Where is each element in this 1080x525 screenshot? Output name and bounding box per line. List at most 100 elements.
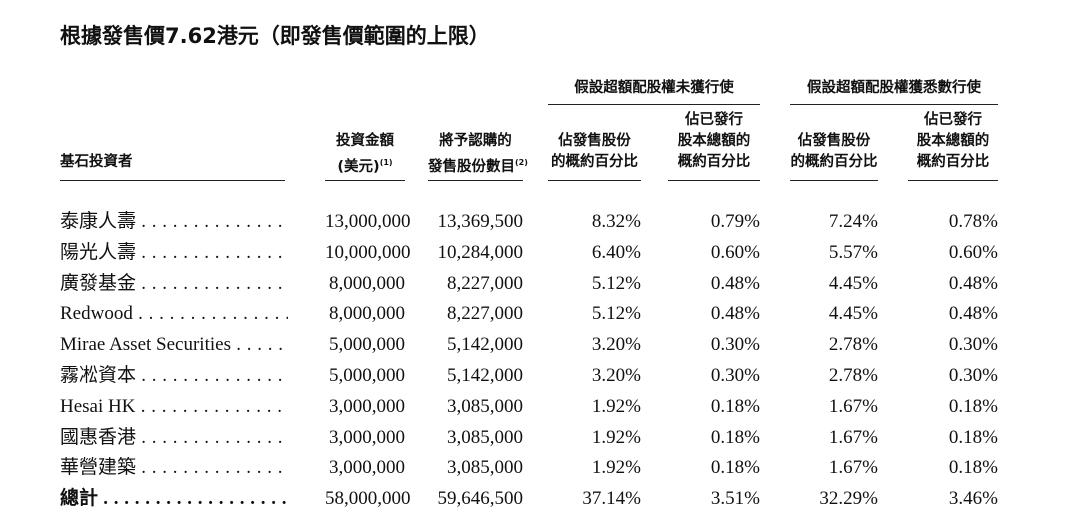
cell-value: 3,085,000 [447,457,523,479]
cell-value: 0.30% [948,365,998,386]
column-header: (美元)(1) [325,152,405,178]
cell-value: 5,142,000 [447,365,523,386]
cell-value: 32.29% [819,488,878,510]
header-rule [790,180,878,181]
cell-value: 8,227,000 [447,303,523,325]
cell-value: 5.57% [828,241,878,263]
cell-value: 1.67% [828,457,878,479]
header-rule [548,180,641,181]
column-header: 的概約百分比 [548,152,641,173]
cell-value: 4.45% [828,303,878,325]
cell-value: 13,000,000 [325,211,411,232]
cell-value: 3,085,000 [447,395,523,417]
header-text: 佔已發行 [924,112,982,128]
header-text: 佔發售股份 [797,133,871,149]
cell-value: 0.48% [710,303,760,325]
column-header: 將予認購的 [428,131,523,152]
cell-value: 8,000,000 [329,272,405,294]
cell-value: 3,000,000 [329,426,405,448]
row-label: Hesai HK [60,395,288,419]
cell-value: 0.60% [710,241,760,263]
header-rule [908,180,998,181]
column-header: 基石投資者 [60,152,285,173]
column-header: 佔已發行 [908,110,998,131]
cell-value: 0.79% [710,211,760,232]
cell-value: 58,000,000 [325,488,411,510]
header-text: 佔發售股份 [558,133,631,149]
cell-value: 37.14% [582,488,641,510]
cell-value: 7.24% [828,211,878,232]
cell-value: 3,000,000 [329,395,405,417]
cell-value: 0.18% [710,457,760,479]
cell-value: 8,227,000 [447,272,523,294]
cell-value: 0.30% [948,334,998,356]
column-header: 佔發售股份 [548,131,641,152]
header-text: 將予認購的 [439,133,512,149]
cell-value: 0.48% [948,303,998,325]
header-text: (美元) [337,158,380,175]
cell-value: 5.12% [591,272,641,294]
cell-value: 10,000,000 [325,241,411,263]
row-label: Mirae Asset Securities [60,333,288,357]
row-label: 霧凇資本 [60,364,288,388]
cell-value: 0.78% [948,211,998,232]
cell-value: 0.30% [710,334,760,356]
cell-value: 2.78% [828,365,878,386]
column-header: 佔發售股份 [790,131,878,152]
group-header: 假設超額配股權獲悉數行使 [807,80,981,96]
cell-value: 5,000,000 [329,334,405,356]
header-rule [60,180,285,181]
footnote-ref: (2) [515,158,528,167]
header-text: 基石投資者 [60,154,133,170]
title: 根據發售價7.62港元（即發售價範圍的上限） [60,24,490,48]
cell-value: 1.67% [828,426,878,448]
cell-value: 5,142,000 [447,334,523,356]
cell-value: 0.18% [948,457,998,479]
header-text: 的概約百分比 [551,154,638,170]
row-label: Redwood [60,302,288,326]
cell-value: 0.48% [948,272,998,294]
column-header: 投資金額 [325,131,405,152]
cell-value: 3,085,000 [447,426,523,448]
cell-value: 59,646,500 [437,488,524,510]
cell-value: 0.48% [710,272,760,294]
cell-value: 0.60% [948,241,998,263]
cell-value: 0.18% [948,426,998,448]
row-label: 泰康人壽 [60,210,288,234]
group-rule [790,104,998,105]
header-rule [668,180,760,181]
header-text: 發售股份數目 [428,158,515,175]
cell-value: 3.20% [591,365,641,386]
cell-value: 0.18% [710,395,760,417]
row-label: 廣發基金 [60,272,288,296]
cell-value: 8.32% [591,211,641,232]
header-text: 的概約百分比 [790,154,878,170]
cell-value: 6.40% [591,241,641,263]
cell-value: 0.18% [948,395,998,417]
cell-value: 4.45% [828,272,878,294]
header-rule [325,180,405,181]
cell-value: 10,284,000 [437,241,524,263]
cell-value: 1.92% [591,395,641,417]
cell-value: 0.18% [710,426,760,448]
cell-value: 1.92% [591,426,641,448]
cell-value: 1.67% [828,395,878,417]
row-label: 陽光人壽 [60,241,288,265]
cell-value: 2.78% [828,334,878,356]
group-header: 假設超額配股權未獲行使 [574,80,734,96]
row-label: 國惠香港 [60,426,288,450]
cell-value: 3.46% [948,488,998,510]
header-text: 股本總額的 [677,133,751,149]
column-header: 的概約百分比 [790,152,878,173]
cell-value: 0.30% [710,365,760,386]
header-rule [428,180,523,181]
cell-value: 8,000,000 [329,303,405,325]
cell-value: 13,369,500 [437,211,524,232]
column-header: 概約百分比 [668,152,760,173]
cell-value: 3.51% [710,488,760,510]
column-header: 股本總額的 [668,131,760,152]
cell-value: 5,000,000 [329,365,405,386]
header-text: 股本總額的 [916,133,990,149]
row-label: 華營建築 [60,456,288,480]
